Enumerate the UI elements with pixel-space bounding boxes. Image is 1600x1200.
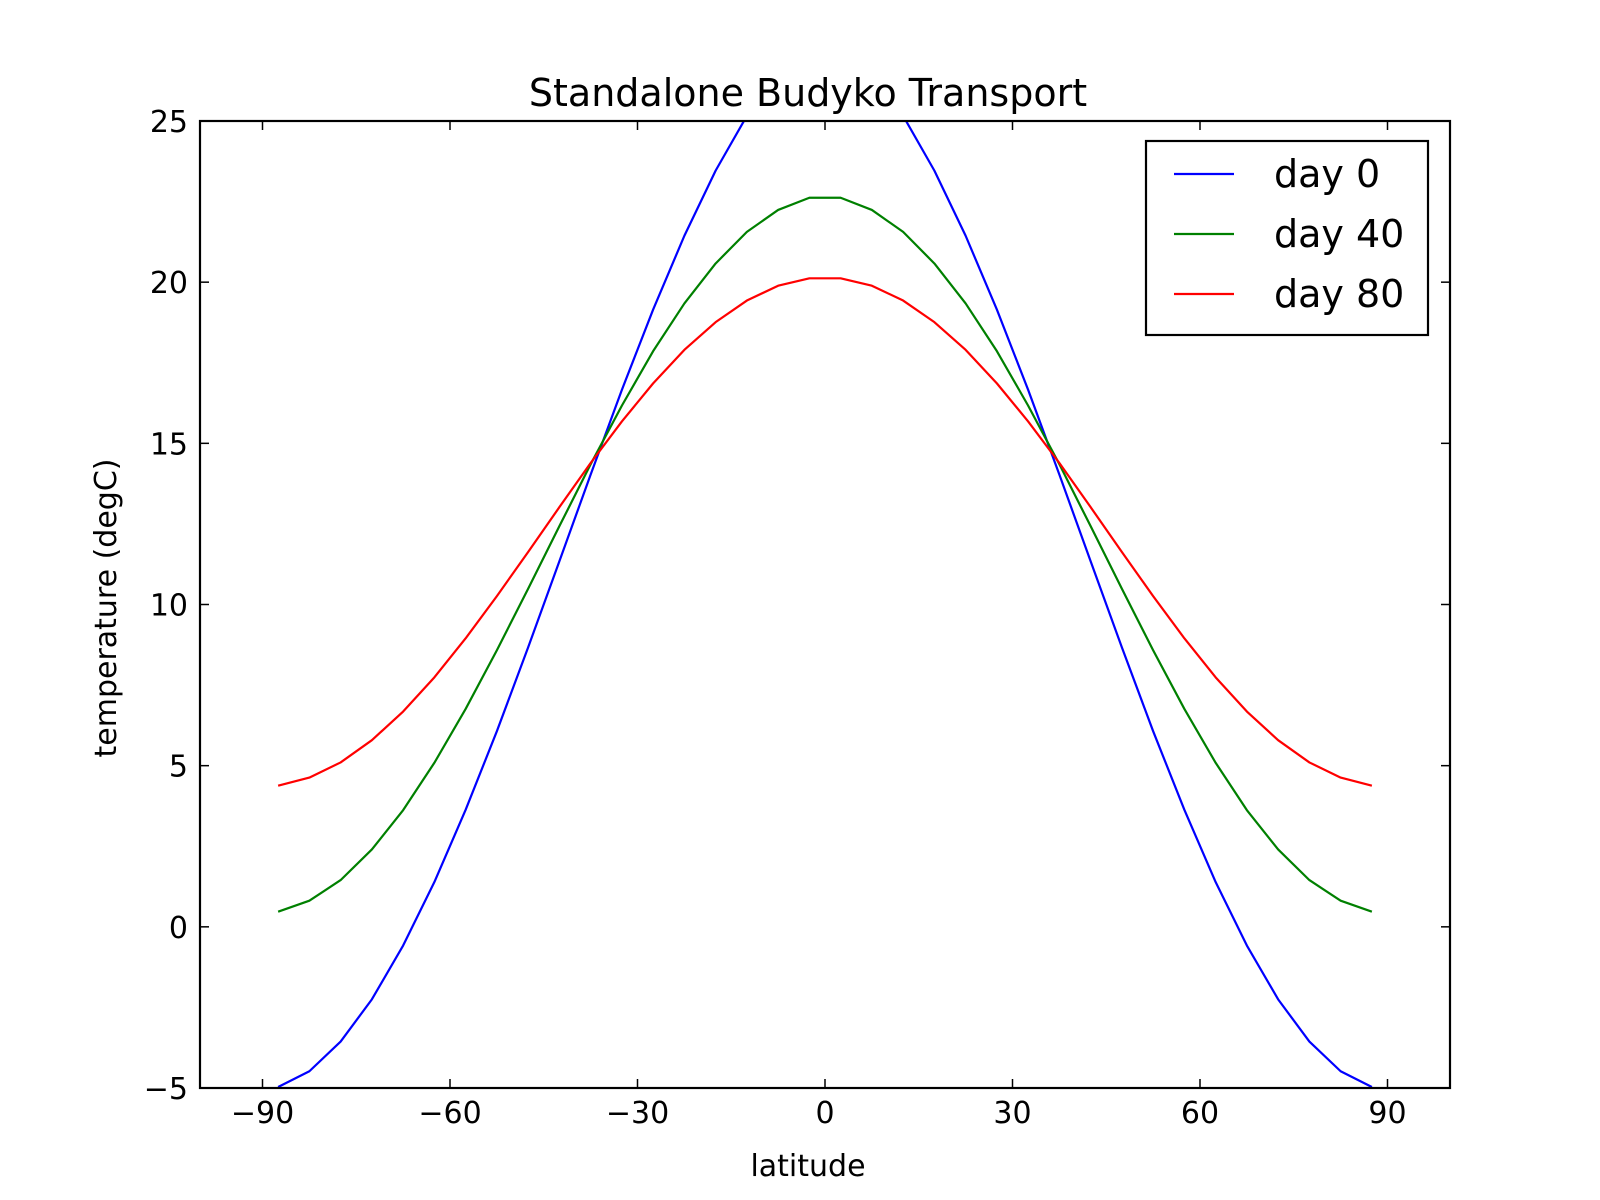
x-tick-label: −30 [606,1096,669,1131]
x-tick-label: 60 [1181,1096,1219,1131]
x-tick-label: −60 [418,1096,481,1131]
legend-label: day 80 [1274,272,1404,316]
y-tick-label: 25 [150,105,188,140]
legend-label: day 0 [1274,152,1380,196]
chart-title: Standalone Budyko Transport [529,71,1087,115]
series-line-day-80 [277,277,1373,787]
y-tick-label: 0 [169,911,188,946]
y-tick-label: 10 [150,589,188,624]
y-tick-label: −5 [144,1072,188,1107]
x-tick-label: −90 [231,1096,294,1131]
y-tick-label: 5 [169,750,188,785]
y-tick-label: 20 [150,266,188,301]
x-tick-label: 30 [993,1096,1031,1131]
y-axis-label: temperature (degC) [89,458,124,757]
x-tick-label: 0 [815,1096,834,1131]
plot-area: −90 −60 −30 0 30 60 90 −5 0 5 10 15 20 25 day 0 day 40 d… [144,105,1452,1131]
x-tick-label: 90 [1368,1096,1406,1131]
y-tick-label: 15 [150,427,188,462]
x-axis-label: latitude [750,1149,865,1184]
series-line-day-0 [277,121,1373,1088]
series-line-day-40 [277,196,1373,913]
legend-label: day 40 [1274,212,1404,256]
